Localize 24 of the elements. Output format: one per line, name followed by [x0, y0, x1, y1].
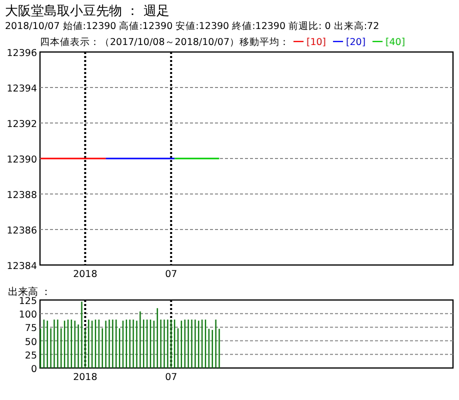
- x-tick-label: 2018: [73, 372, 98, 383]
- legend-label: [40]: [386, 37, 406, 48]
- y-tick-label: 12390: [6, 154, 37, 166]
- y-tick-label: 25: [24, 350, 37, 362]
- x-tick-label: 07: [165, 372, 178, 383]
- chart-title: 大阪堂島取小豆先物 ： 週足: [5, 4, 170, 19]
- chart-subtitle: 2018/10/07 始値:12390 高値:12390 安値:12390 終値:12390 前週比: 0 出来高:72: [5, 20, 380, 32]
- y-tick-label: 12384: [6, 261, 37, 272]
- y-tick-label: 75: [24, 323, 37, 334]
- y-tick-label: 12388: [6, 190, 37, 201]
- y-tick-label: 0: [30, 364, 37, 375]
- y-tick-label: 12396: [6, 48, 37, 59]
- x-tick-label: 2018: [73, 269, 98, 280]
- y-tick-label: 12392: [6, 119, 37, 130]
- legend-label: [20]: [346, 37, 366, 48]
- y-tick-label: 100: [18, 310, 37, 321]
- y-tick-label: 12394: [6, 84, 37, 94]
- legend-label: [10]: [306, 37, 326, 48]
- y-tick-label: 12386: [6, 226, 37, 236]
- x-tick-label: 07: [165, 269, 178, 280]
- y-tick-label: 125: [18, 296, 37, 307]
- y-axis-title: 出来高 ：: [8, 286, 52, 298]
- y-tick-label: 50: [24, 336, 37, 348]
- legend-title: 四本値表示：（2017/10/08～2018/10/07）移動平均：: [40, 36, 290, 48]
